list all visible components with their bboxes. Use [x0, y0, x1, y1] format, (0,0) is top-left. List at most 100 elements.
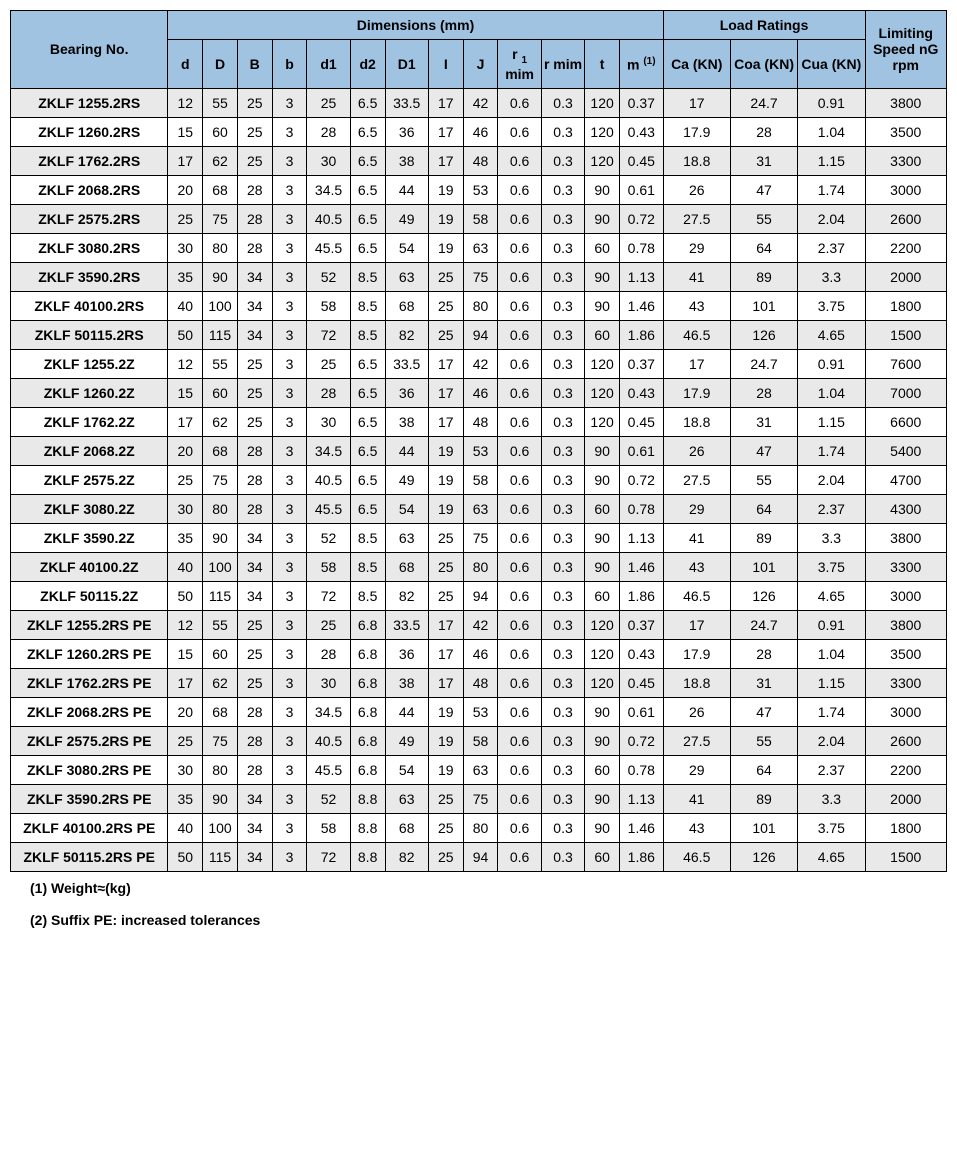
- cell-t: 120: [585, 639, 620, 668]
- cell-d2: 6.5: [350, 407, 385, 436]
- cell-t: 120: [585, 349, 620, 378]
- cell-d: 50: [168, 581, 203, 610]
- cell-D1: 63: [385, 523, 428, 552]
- cell-I: 19: [428, 755, 463, 784]
- cell-r: 0.3: [541, 436, 584, 465]
- cell-r1: 0.6: [498, 436, 541, 465]
- cell-D1: 38: [385, 668, 428, 697]
- cell-coa: 55: [730, 465, 797, 494]
- cell-cua: 3.3: [798, 262, 865, 291]
- cell-B: 28: [237, 204, 272, 233]
- cell-d1: 30: [307, 407, 350, 436]
- cell-d1: 58: [307, 291, 350, 320]
- cell-r1: 0.6: [498, 233, 541, 262]
- cell-d: 25: [168, 465, 203, 494]
- cell-d1: 30: [307, 146, 350, 175]
- cell-m: 1.86: [619, 842, 663, 871]
- cell-ca: 17.9: [663, 639, 730, 668]
- cell-bearing: ZKLF 50115.2Z: [11, 581, 168, 610]
- cell-speed: 2200: [865, 755, 947, 784]
- cell-D1: 82: [385, 842, 428, 871]
- cell-r1: 0.6: [498, 610, 541, 639]
- cell-D1: 36: [385, 378, 428, 407]
- cell-speed: 3500: [865, 639, 947, 668]
- cell-D: 62: [203, 407, 238, 436]
- cell-cua: 1.04: [798, 117, 865, 146]
- cell-bearing: ZKLF 1255.2RS PE: [11, 610, 168, 639]
- header-r-mim: r mim: [541, 40, 584, 89]
- cell-ca: 29: [663, 233, 730, 262]
- cell-I: 25: [428, 581, 463, 610]
- cell-bearing: ZKLF 3590.2RS PE: [11, 784, 168, 813]
- cell-B: 34: [237, 291, 272, 320]
- cell-I: 19: [428, 494, 463, 523]
- cell-B: 28: [237, 436, 272, 465]
- cell-r: 0.3: [541, 204, 584, 233]
- table-row: ZKLF 1260.2RS1560253286.53617460.60.3120…: [11, 117, 947, 146]
- cell-speed: 4300: [865, 494, 947, 523]
- cell-I: 19: [428, 436, 463, 465]
- cell-bearing: ZKLF 1255.2RS: [11, 88, 168, 117]
- cell-ca: 29: [663, 755, 730, 784]
- cell-D: 68: [203, 175, 238, 204]
- cell-speed: 3300: [865, 668, 947, 697]
- cell-D1: 49: [385, 204, 428, 233]
- cell-speed: 3000: [865, 581, 947, 610]
- cell-r: 0.3: [541, 378, 584, 407]
- cell-B: 28: [237, 726, 272, 755]
- cell-D: 90: [203, 262, 238, 291]
- cell-ca: 18.8: [663, 668, 730, 697]
- cell-r1: 0.6: [498, 146, 541, 175]
- cell-r: 0.3: [541, 349, 584, 378]
- cell-m: 1.13: [619, 523, 663, 552]
- cell-D1: 38: [385, 407, 428, 436]
- cell-D: 55: [203, 88, 238, 117]
- cell-ca: 17.9: [663, 378, 730, 407]
- cell-ca: 26: [663, 175, 730, 204]
- cell-coa: 24.7: [730, 88, 797, 117]
- cell-B: 34: [237, 262, 272, 291]
- cell-d2: 8.8: [350, 842, 385, 871]
- cell-d1: 28: [307, 117, 350, 146]
- header-I: I: [428, 40, 463, 89]
- table-row: ZKLF 3590.2RS PE3590343528.86325750.60.3…: [11, 784, 947, 813]
- cell-bearing: ZKLF 2575.2Z: [11, 465, 168, 494]
- cell-m: 0.72: [619, 465, 663, 494]
- cell-r: 0.3: [541, 291, 584, 320]
- cell-d: 15: [168, 117, 203, 146]
- cell-d1: 58: [307, 552, 350, 581]
- cell-b: 3: [272, 639, 307, 668]
- cell-r: 0.3: [541, 813, 584, 842]
- cell-d1: 58: [307, 813, 350, 842]
- cell-bearing: ZKLF 50115.2RS: [11, 320, 168, 349]
- cell-J: 53: [463, 175, 498, 204]
- cell-speed: 2000: [865, 262, 947, 291]
- cell-bearing: ZKLF 50115.2RS PE: [11, 842, 168, 871]
- cell-cua: 4.65: [798, 842, 865, 871]
- cell-D: 60: [203, 639, 238, 668]
- cell-t: 120: [585, 146, 620, 175]
- cell-D: 80: [203, 755, 238, 784]
- cell-m: 0.61: [619, 697, 663, 726]
- cell-r1: 0.6: [498, 726, 541, 755]
- table-row: ZKLF 3590.2Z3590343528.56325750.60.3901.…: [11, 523, 947, 552]
- table-row: ZKLF 3080.2RS308028345.56.55419630.60.36…: [11, 233, 947, 262]
- cell-b: 3: [272, 436, 307, 465]
- cell-D1: 82: [385, 320, 428, 349]
- cell-ca: 26: [663, 697, 730, 726]
- cell-t: 60: [585, 320, 620, 349]
- cell-speed: 3500: [865, 117, 947, 146]
- table-row: ZKLF 50115.2Z50115343728.58225940.60.360…: [11, 581, 947, 610]
- cell-J: 58: [463, 465, 498, 494]
- cell-b: 3: [272, 552, 307, 581]
- cell-cua: 1.74: [798, 697, 865, 726]
- cell-bearing: ZKLF 1762.2Z: [11, 407, 168, 436]
- cell-B: 25: [237, 639, 272, 668]
- cell-ca: 46.5: [663, 581, 730, 610]
- cell-I: 19: [428, 233, 463, 262]
- cell-speed: 7600: [865, 349, 947, 378]
- cell-J: 46: [463, 639, 498, 668]
- cell-r1: 0.6: [498, 494, 541, 523]
- header-bearing-no: Bearing No.: [11, 11, 168, 89]
- cell-d1: 28: [307, 639, 350, 668]
